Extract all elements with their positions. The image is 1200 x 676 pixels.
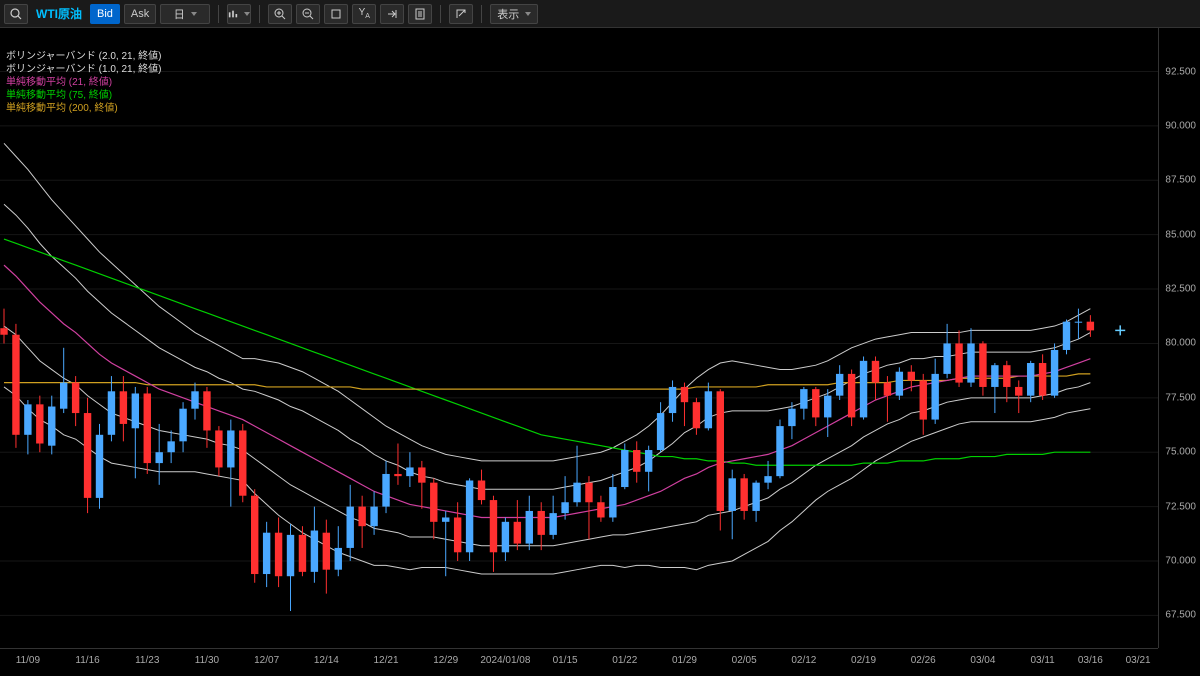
- zoom-in-icon[interactable]: [268, 4, 292, 24]
- y-tick-label: 77.500: [1165, 392, 1196, 403]
- x-tick-label: 03/04: [970, 655, 995, 666]
- timeframe-label: 日: [174, 6, 185, 22]
- legend-item[interactable]: ボリンジャーバンド (1.0, 21, 終値): [6, 63, 161, 76]
- separator: [440, 5, 441, 23]
- y-axis[interactable]: 67.500 70.000 72.500 75.000 77.500 80.000 82.5…: [1158, 28, 1200, 648]
- x-tick-label: 02/12: [791, 655, 816, 666]
- separator: [481, 5, 482, 23]
- x-tick-label: 01/15: [553, 655, 578, 666]
- display-label: 表示: [497, 6, 519, 22]
- goto-end-icon[interactable]: [380, 4, 404, 24]
- y-tick-label: 72.500: [1165, 501, 1196, 512]
- chart-type-button[interactable]: [227, 4, 251, 24]
- y-tick-label: 70.000: [1165, 555, 1196, 566]
- document-icon[interactable]: [408, 4, 432, 24]
- x-tick-label: 12/21: [374, 655, 399, 666]
- symbol-name[interactable]: WTI原油: [32, 5, 86, 22]
- separator: [259, 5, 260, 23]
- x-tick-label: 12/07: [254, 655, 279, 666]
- x-tick-label: 02/05: [732, 655, 757, 666]
- y-tick-label: 75.000: [1165, 447, 1196, 458]
- x-tick-label: 03/21: [1126, 655, 1151, 666]
- x-tick-label: 03/11: [1030, 655, 1054, 666]
- y-tick-label: 90.000: [1165, 120, 1196, 131]
- x-tick-label: 01/22: [612, 655, 637, 666]
- legend-item[interactable]: ボリンジャーバンド (2.0, 21, 終値): [6, 50, 161, 63]
- candlestick-chart: [0, 28, 1158, 648]
- toolbar: WTI原油 Bid Ask 日 YA 表示: [0, 0, 1200, 28]
- x-tick-label: 12/29: [433, 655, 458, 666]
- separator: [218, 5, 219, 23]
- y-tick-label: 82.500: [1165, 284, 1196, 295]
- search-icon[interactable]: [4, 4, 28, 24]
- x-tick-label: 02/26: [911, 655, 936, 666]
- bid-button[interactable]: Bid: [90, 4, 120, 24]
- x-tick-label: 11/16: [75, 655, 99, 666]
- timeframe-select[interactable]: 日: [160, 4, 210, 24]
- reset-zoom-icon[interactable]: [324, 4, 348, 24]
- y-tick-label: 92.500: [1165, 66, 1196, 77]
- chart-area[interactable]: ボリンジャーバンド (2.0, 21, 終値)ボリンジャーバンド (1.0, 2…: [0, 28, 1200, 676]
- y-tick-label: 80.000: [1165, 338, 1196, 349]
- x-tick-label: 2024/01/08: [480, 655, 530, 666]
- display-menu[interactable]: 表示: [490, 4, 538, 24]
- legend-item[interactable]: 単純移動平均 (200, 終値): [6, 102, 161, 115]
- legend-item[interactable]: 単純移動平均 (21, 終値): [6, 76, 161, 89]
- export-icon[interactable]: [449, 4, 473, 24]
- y-tick-label: 85.000: [1165, 229, 1196, 240]
- x-tick-label: 12/14: [314, 655, 339, 666]
- x-tick-label: 11/23: [135, 655, 159, 666]
- y-tick-label: 87.500: [1165, 175, 1196, 186]
- x-axis[interactable]: 11/09 11/16 11/23 11/30 12/07 12/14 12/21 12/29…: [0, 648, 1158, 676]
- x-tick-label: 01/29: [672, 655, 697, 666]
- indicator-legend: ボリンジャーバンド (2.0, 21, 終値)ボリンジャーバンド (1.0, 2…: [6, 50, 161, 115]
- legend-item[interactable]: 単純移動平均 (75, 終値): [6, 89, 161, 102]
- x-tick-label: 03/16: [1078, 655, 1103, 666]
- y-tick-label: 67.500: [1165, 610, 1196, 621]
- y-axis-icon[interactable]: YA: [352, 4, 376, 24]
- zoom-out-icon[interactable]: [296, 4, 320, 24]
- x-tick-label: 11/30: [195, 655, 219, 666]
- ask-button[interactable]: Ask: [124, 4, 156, 24]
- x-tick-label: 02/19: [851, 655, 876, 666]
- x-tick-label: 11/09: [16, 655, 40, 666]
